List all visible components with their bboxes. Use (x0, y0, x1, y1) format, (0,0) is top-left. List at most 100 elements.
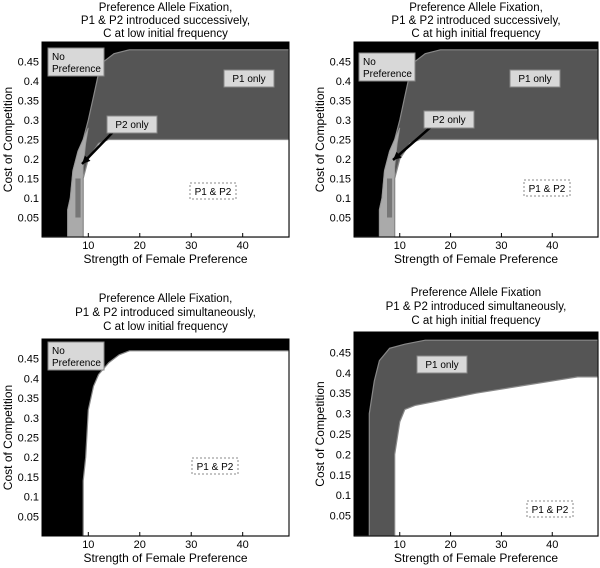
chart-panel-tr: 10 20 30 40 0.05 0.1 0.15 0.2 0.25 0.3 0.35 0.4 0.45… (313, 2, 599, 266)
label-box-no-preference (47, 47, 105, 77)
label-no-preference-line2: Preference (52, 358, 101, 369)
chart-title-line: C at high initial frequency (411, 28, 540, 40)
label-box-p2-only (106, 115, 158, 134)
y-tick-label: 0.25 (18, 433, 39, 445)
label-box-p1-p2 (523, 179, 571, 197)
y-axis-label: Cost of Competition (313, 381, 327, 486)
label-no-preference-line2: Preference (363, 69, 412, 80)
y-tick-label: 0.2 (336, 154, 351, 166)
x-tick-label: 10 (82, 240, 94, 252)
label-no-preference-line1: No (363, 57, 376, 68)
label-no-preference-line2: Preference (52, 64, 101, 75)
y-tick-label: 0.05 (330, 213, 351, 225)
y-tick-label: 0.25 (18, 135, 39, 147)
region-p2-step (75, 178, 81, 218)
label-p1-p2: P1 & P2 (195, 187, 232, 198)
label-box-p1-only (509, 69, 561, 88)
y-tick-label: 0.3 (336, 409, 351, 421)
x-tick-label: 30 (495, 539, 507, 551)
y-tick-label: 0.35 (18, 96, 39, 108)
label-box-p1-p2 (189, 182, 237, 200)
label-no-preference-line1: No (52, 346, 65, 357)
label-box-no-preference (47, 341, 105, 371)
y-tick-label: 0.1 (24, 193, 39, 205)
chart-title-line: P1 & P2 introduced simultaneously, (75, 307, 256, 319)
y-tick-label: 0.2 (336, 449, 351, 461)
x-tick-label: 10 (82, 539, 94, 551)
y-tick-label: 0.15 (330, 174, 351, 186)
label-box-p1-p2 (526, 500, 574, 518)
label-box-no-preference (358, 52, 416, 82)
y-tick-label: 0.35 (330, 388, 351, 400)
y-tick-label: 0.15 (330, 470, 351, 482)
chart-title-line: Preference Allele Fixation, (99, 2, 233, 14)
chart-title-line: C at high initial frequency (411, 315, 540, 327)
x-tick-label: 20 (134, 240, 146, 252)
y-tick-label: 0.2 (24, 154, 39, 166)
x-tick-label: 30 (185, 539, 197, 551)
x-tick-label: 10 (394, 539, 406, 551)
label-p1-only: P1 only (425, 360, 458, 371)
region-p1-p2 (82, 350, 290, 537)
chart-title-line: Preference Allele Fixation, (99, 293, 233, 305)
label-p1-p2: P1 & P2 (532, 505, 569, 516)
chart-panel-tl: 10 20 30 40 0.05 0.1 0.15 0.2 0.25 0.3 0.35 0.4 0.45… (1, 2, 290, 266)
y-tick-label: 0.45 (330, 347, 351, 359)
y-tick-label: 0.05 (18, 511, 39, 523)
arrowhead-p2-only (393, 151, 402, 160)
y-tick-label: 0.25 (330, 135, 351, 147)
y-tick-label: 0.45 (18, 57, 39, 69)
y-tick-label: 0.4 (24, 373, 39, 385)
y-tick-label: 0.4 (336, 368, 351, 380)
label-no-preference-line1: No (52, 52, 65, 63)
chart-title-line: Preference Allele Fixation (411, 287, 541, 299)
y-tick-label: 0.45 (330, 57, 351, 69)
chart-title-line: P1 & P2 introduced simultaneously, (386, 301, 567, 313)
label-p2-only: P2 only (115, 120, 148, 131)
y-axis-label: Cost of Competition (1, 87, 15, 192)
x-tick-label: 30 (495, 240, 507, 252)
label-p1-only: P1 only (232, 74, 265, 85)
y-tick-label: 0.1 (336, 490, 351, 502)
y-tick-label: 0.2 (24, 452, 39, 464)
chart-title-line: P1 & P2 introduced successively, (391, 15, 560, 27)
chart-title-line: Preference Allele Fixation, (409, 2, 543, 14)
x-axis-label: Strength of Female Preference (394, 252, 558, 266)
y-tick-label: 0.35 (18, 393, 39, 405)
x-tick-label: 20 (444, 539, 456, 551)
y-tick-label: 0.3 (24, 115, 39, 127)
y-tick-label: 0.1 (336, 193, 351, 205)
label-box-p1-only (416, 355, 468, 374)
chart-title-line: C at low initial frequency (103, 321, 228, 333)
x-tick-label: 30 (185, 240, 197, 252)
x-tick-label: 10 (394, 240, 406, 252)
y-tick-label: 0.4 (336, 76, 351, 88)
chart-panel-br: 10 20 30 40 0.05 0.1 0.15 0.2 0.25 0.3 0.35 0.4 0.45… (313, 287, 599, 565)
y-tick-label: 0.3 (336, 115, 351, 127)
y-tick-label: 0.4 (24, 76, 39, 88)
region-p1-p2 (82, 138, 290, 238)
chart-title-line: P1 & P2 introduced successively, (81, 15, 250, 27)
x-tick-label: 40 (237, 539, 249, 551)
chart-title-line: C at low initial frequency (103, 28, 228, 40)
chart-panel-bl: 10 20 30 40 0.05 0.1 0.15 0.2 0.25 0.3 0.35 0.4 0.45… (1, 293, 290, 565)
x-axis-label: Strength of Female Preference (83, 252, 247, 266)
label-box-p1-only (223, 69, 275, 88)
x-axis-label: Strength of Female Preference (83, 551, 247, 565)
x-axis-label: Strength of Female Preference (394, 551, 558, 565)
x-tick-label: 20 (444, 240, 456, 252)
arrow-p2-only (392, 125, 433, 161)
y-tick-label: 0.15 (18, 174, 39, 186)
y-axis-label: Cost of Competition (313, 87, 327, 192)
x-tick-label: 20 (134, 539, 146, 551)
y-tick-label: 0.35 (330, 96, 351, 108)
label-box-p1-p2 (191, 457, 239, 475)
y-tick-label: 0.05 (18, 213, 39, 225)
y-tick-label: 0.15 (18, 472, 39, 484)
y-tick-label: 0.3 (24, 413, 39, 425)
y-tick-label: 0.05 (330, 511, 351, 523)
y-axis-label: Cost of Competition (1, 385, 15, 490)
x-tick-label: 40 (237, 240, 249, 252)
label-p1-p2: P1 & P2 (529, 184, 566, 195)
